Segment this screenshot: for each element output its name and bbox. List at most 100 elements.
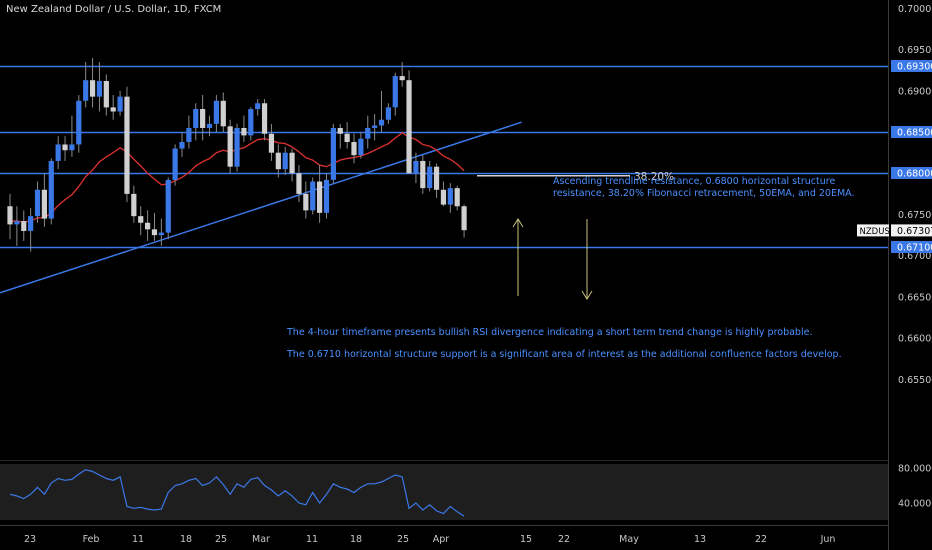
candle bbox=[234, 123, 240, 172]
candle bbox=[172, 144, 178, 186]
candle bbox=[337, 123, 343, 149]
candle-body bbox=[268, 133, 275, 153]
candle bbox=[193, 103, 199, 141]
time-tick-label: 13 bbox=[694, 534, 706, 545]
candle-body bbox=[440, 189, 447, 205]
candle-body bbox=[179, 141, 185, 149]
fib-arrow-up-head bbox=[512, 218, 524, 228]
last-price-tag bbox=[891, 224, 932, 237]
candle-body bbox=[406, 80, 412, 174]
candle bbox=[55, 136, 61, 170]
candle-body bbox=[83, 80, 89, 101]
time-tick-label: 25 bbox=[215, 534, 227, 545]
candle bbox=[358, 132, 364, 159]
candle bbox=[365, 115, 371, 149]
candle bbox=[213, 95, 219, 133]
candle-body bbox=[241, 127, 247, 136]
candle bbox=[227, 119, 233, 174]
candle bbox=[241, 115, 247, 142]
rsi-series bbox=[9, 469, 465, 517]
candle bbox=[165, 177, 171, 240]
candle-body bbox=[21, 221, 27, 231]
candle bbox=[330, 123, 336, 184]
candle bbox=[351, 133, 357, 164]
candle-body bbox=[124, 96, 130, 194]
candle-body bbox=[69, 144, 75, 151]
candle bbox=[83, 62, 89, 108]
candle-body bbox=[234, 127, 240, 167]
time-tick-label: Jun bbox=[820, 534, 836, 545]
candle-body bbox=[310, 181, 316, 211]
candle bbox=[261, 99, 268, 141]
candle-body bbox=[193, 109, 199, 128]
candle-body bbox=[220, 100, 226, 127]
time-axis[interactable]: 23 Feb 11 18 25 Mar 11 18 25 Apr 15 22 May 13 22 Jun bbox=[24, 534, 835, 545]
candle bbox=[14, 206, 20, 246]
candle-body bbox=[399, 76, 405, 81]
candle bbox=[248, 107, 254, 141]
time-tick-label: 11 bbox=[132, 534, 144, 545]
candle-body bbox=[213, 100, 219, 124]
candle bbox=[186, 115, 192, 149]
candle-body bbox=[255, 103, 261, 110]
candle bbox=[392, 72, 398, 116]
candle-body bbox=[131, 193, 137, 217]
level-price-tag bbox=[891, 241, 932, 253]
candle bbox=[220, 92, 226, 133]
candle-body bbox=[261, 103, 268, 134]
time-tick-label: 22 bbox=[558, 534, 570, 545]
candle bbox=[28, 207, 34, 252]
candle-body bbox=[296, 173, 302, 194]
candle-body bbox=[289, 152, 295, 174]
candle bbox=[124, 86, 130, 203]
time-tick-label: 23 bbox=[24, 534, 36, 545]
support-annotation: The 0.6710 horizontal structure support … bbox=[287, 349, 842, 360]
candle-body bbox=[372, 125, 378, 128]
candle-body bbox=[138, 216, 144, 223]
candle bbox=[62, 136, 68, 161]
candle bbox=[406, 70, 412, 174]
candle bbox=[461, 204, 467, 238]
candle bbox=[399, 62, 405, 87]
fibonacci-tool: 38.20% bbox=[477, 171, 674, 300]
candle bbox=[7, 193, 13, 240]
candle bbox=[289, 148, 295, 182]
candle-body bbox=[337, 127, 343, 134]
candle-body bbox=[165, 179, 171, 233]
ascending-trendline bbox=[0, 121, 522, 294]
candle bbox=[275, 144, 281, 178]
candle-body bbox=[248, 109, 254, 136]
candle bbox=[372, 113, 378, 141]
candle bbox=[427, 160, 433, 192]
candle-body bbox=[34, 189, 41, 217]
candle-body bbox=[151, 229, 158, 236]
candle bbox=[21, 210, 27, 241]
candle-body bbox=[76, 100, 82, 145]
time-tick-label: 15 bbox=[520, 534, 532, 545]
time-tick-label: 18 bbox=[180, 534, 192, 545]
rsi-background bbox=[0, 464, 888, 520]
candle bbox=[440, 181, 447, 207]
candle bbox=[296, 165, 302, 203]
time-tick-label: Feb bbox=[83, 534, 100, 545]
candle-body bbox=[117, 96, 123, 112]
candle-body bbox=[206, 123, 213, 128]
candle bbox=[179, 132, 185, 157]
candle bbox=[385, 103, 391, 124]
candle-body bbox=[275, 152, 281, 170]
candle bbox=[433, 163, 440, 199]
candle bbox=[268, 123, 275, 161]
fib-arrow-down-head bbox=[581, 290, 593, 300]
level-price-tag bbox=[891, 167, 932, 179]
candle bbox=[69, 115, 75, 157]
candle bbox=[378, 90, 385, 133]
candle bbox=[145, 210, 151, 241]
candle bbox=[158, 218, 164, 246]
